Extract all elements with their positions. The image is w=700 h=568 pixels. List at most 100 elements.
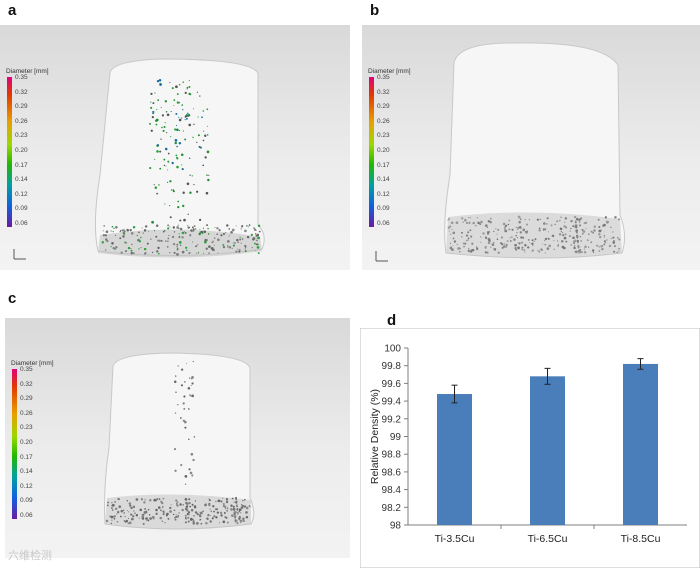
pore-speck [245, 511, 248, 514]
pore-speck [574, 226, 577, 228]
pore-speck [184, 521, 187, 524]
pore-speck [159, 516, 163, 520]
pore-speck [529, 242, 531, 244]
pore-speck [165, 132, 168, 134]
pore-speck [169, 180, 172, 183]
pore-speck [140, 498, 144, 501]
pore-speck [225, 516, 228, 519]
pore-speck [141, 515, 144, 519]
pore-speck [210, 247, 214, 250]
pore-speck [477, 221, 480, 225]
pore-speck [177, 404, 179, 406]
pore-speck [181, 368, 184, 371]
pore-speck [149, 122, 151, 125]
pore-speck [186, 114, 188, 116]
pore-speck [182, 109, 184, 111]
pore-speck [521, 246, 524, 249]
pore-speck [144, 252, 146, 255]
pore-speck [501, 243, 504, 246]
pore-speck [238, 510, 240, 513]
pore-speck [572, 225, 575, 228]
pore-speck [186, 503, 189, 506]
pore-speck [164, 522, 166, 524]
pore-speck [215, 500, 217, 503]
pore-speck [144, 508, 146, 510]
pore-speck [118, 505, 122, 509]
pore-speck [156, 192, 159, 195]
pore-speck [194, 511, 198, 514]
pore-speck [220, 514, 223, 517]
pore-speck [103, 225, 106, 227]
pore-speck [226, 507, 229, 509]
pore-speck [112, 231, 114, 233]
pore-speck [174, 469, 177, 472]
pore-speck [492, 241, 495, 244]
pore-speck [125, 519, 129, 523]
pore-speck [574, 215, 577, 219]
pore-speck [235, 498, 237, 501]
pore-speck [208, 504, 211, 507]
pore-speck [579, 235, 582, 238]
pore-speck [192, 360, 194, 363]
pore-speck [231, 514, 234, 518]
pore-speck [126, 499, 129, 502]
pore-speck [143, 501, 146, 504]
pore-speck [214, 226, 216, 229]
pore-speck [178, 118, 182, 122]
pore-speck [167, 152, 170, 155]
pore-speck [538, 229, 540, 231]
pore-speck [469, 216, 471, 219]
pore-speck [196, 91, 199, 93]
pore-speck [192, 228, 195, 230]
pore-speck [162, 513, 165, 516]
pore-speck [448, 218, 450, 220]
pore-speck [557, 240, 559, 242]
pore-speck [188, 92, 191, 95]
pore-speck [449, 242, 452, 245]
pore-speck [524, 244, 527, 247]
pore-speck [179, 244, 182, 246]
pore-speck [572, 241, 576, 245]
pore-speck [519, 218, 522, 221]
pore-speck [590, 230, 593, 233]
pore-speck [244, 250, 247, 253]
pore-speck [182, 402, 185, 405]
pore-speck [189, 395, 191, 397]
pore-speck [575, 217, 579, 221]
pore-speck [186, 114, 190, 117]
pore-speck [142, 232, 145, 234]
pore-speck [187, 226, 190, 229]
pore-speck [176, 156, 178, 159]
pore-speck [160, 510, 162, 512]
pore-speck [172, 190, 175, 193]
pore-speck [449, 225, 452, 228]
pore-speck [206, 517, 209, 520]
pore-speck [188, 80, 190, 82]
pore-speck [232, 244, 235, 247]
pore-speck [255, 243, 258, 246]
pore-speck [155, 123, 158, 126]
pore-speck [115, 246, 118, 249]
y-tick-label: 99.8 [382, 361, 402, 372]
pore-speck [497, 229, 500, 231]
pore-speck [467, 249, 470, 252]
pore-speck [210, 514, 212, 516]
pore-speck [170, 189, 173, 191]
pore-speck [565, 240, 568, 243]
pore-speck [612, 241, 615, 244]
pore-speck [192, 136, 194, 139]
pore-speck [467, 231, 470, 234]
pore-speck [174, 412, 177, 414]
pore-speck [457, 247, 460, 250]
pore-speck [241, 504, 245, 508]
pore-speck [256, 239, 258, 242]
pore-speck [240, 512, 242, 514]
pore-speck [574, 221, 577, 224]
pore-speck [616, 251, 618, 254]
pore-speck [166, 113, 170, 117]
pore-speck [172, 242, 176, 246]
pore-speck [145, 517, 148, 520]
pore-speck [493, 230, 495, 233]
pore-speck [110, 230, 112, 232]
pore-speck [593, 229, 596, 232]
